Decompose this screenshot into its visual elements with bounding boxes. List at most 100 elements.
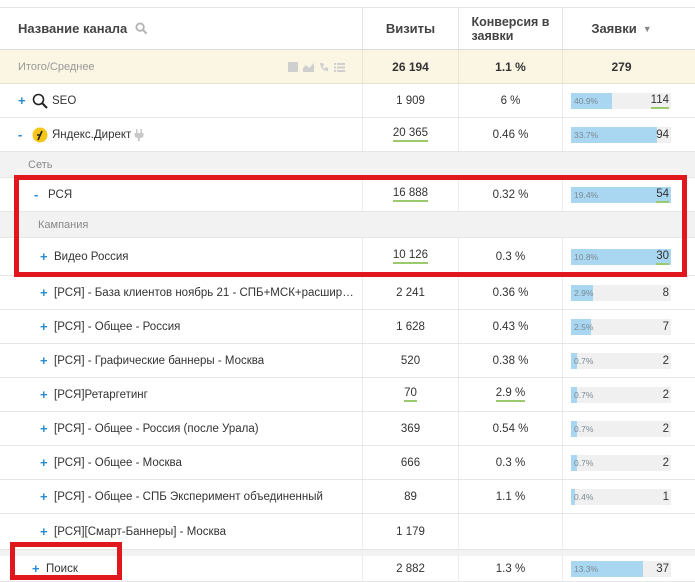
requests-share: 0.7% — [574, 389, 594, 400]
row-requests-cell: 19.4% 54 — [562, 178, 680, 211]
requests-share: 0.7% — [574, 423, 594, 434]
column-conversion[interactable]: Конверсия в заявки — [458, 8, 562, 49]
conversion-header-line1: Конверсия в — [471, 14, 550, 29]
collapse-button[interactable]: - — [34, 187, 39, 202]
row-label[interactable]: [РСЯ] - Общее - СПБ Эксперимент объедине… — [54, 490, 323, 503]
column-visits[interactable]: Визиты — [362, 8, 458, 49]
row-conversion-cell: 0.38 % — [458, 344, 562, 377]
phone-icon[interactable] — [319, 62, 329, 72]
table-row[interactable]: + [РСЯ] - Общее - СПБ Эксперимент объедин… — [0, 480, 695, 514]
row-label[interactable]: [РСЯ] - Общее - Россия — [54, 320, 181, 333]
row-visits-cell: 2 241 — [362, 276, 458, 309]
row-visits-cell: 666 — [362, 446, 458, 479]
row-name-cell: + Поиск — [0, 556, 362, 581]
row-visits-cell: 520 — [362, 344, 458, 377]
expand-button[interactable]: + — [32, 561, 40, 576]
requests-share: 40.9% — [574, 95, 599, 106]
expand-button[interactable]: + — [40, 353, 48, 368]
row-visits: 666 — [400, 456, 421, 469]
column-requests[interactable]: Заявки ▼ — [562, 8, 680, 49]
search-icon[interactable] — [135, 22, 148, 35]
row-requests-cell: 0.7% 2 — [562, 412, 680, 445]
table-row[interactable]: + [РСЯ] - Общее - Россия (после Урала) 369… — [0, 412, 695, 446]
row-visits-cell: 16 888 — [362, 178, 458, 211]
table-row[interactable]: + [РСЯ] - База клиентов ноябрь 21 - СПБ+М… — [0, 276, 695, 310]
grid-icon[interactable] — [288, 61, 298, 72]
row-requests[interactable]: 54 — [656, 187, 669, 203]
expand-button[interactable]: + — [40, 249, 48, 264]
section-label: Кампания — [38, 218, 89, 231]
row-label[interactable]: SEO — [52, 94, 77, 107]
row-requests-cell: 0.7% 2 — [562, 378, 680, 411]
expand-button[interactable]: + — [40, 489, 48, 504]
row-label[interactable]: [РСЯ]Ретаргетинг — [54, 388, 148, 401]
plug-icon[interactable] — [134, 128, 144, 141]
row-requests[interactable]: 114 — [650, 93, 669, 109]
row-label[interactable]: [РСЯ] - Общее - Москва — [54, 456, 182, 469]
requests-bar: 0.7% 2 — [571, 352, 671, 369]
row-label[interactable]: [РСЯ] - Графические баннеры - Москва — [54, 354, 265, 367]
table-row[interactable]: + [РСЯ] - Общее - Россия 1 628 0.43 % 2.5% 7 — [0, 310, 695, 344]
row-requests: 2 — [662, 422, 669, 435]
row-requests-cell: 10.8% 30 — [562, 238, 680, 275]
row-conversion-cell: 0.46 % — [458, 118, 562, 151]
row-label[interactable]: Яндекс.Директ — [52, 128, 132, 141]
row-requests: 8 — [662, 286, 669, 299]
sort-desc-icon[interactable]: ▼ — [642, 23, 652, 34]
conversion-header: Конверсия в заявки — [471, 15, 549, 43]
row-conversion-cell: 0.36 % — [458, 276, 562, 309]
row-requests[interactable]: 30 — [656, 249, 669, 265]
chart-icon[interactable] — [303, 62, 314, 72]
column-channel-name[interactable]: Название канала — [0, 8, 362, 49]
row-label[interactable]: Видео Россия — [54, 250, 129, 263]
row-conversion: 6 % — [500, 94, 521, 107]
row-visits[interactable]: 16 888 — [392, 187, 429, 202]
section-label-cell: Сеть — [0, 152, 362, 177]
row-name-cell: + [РСЯ]Ретаргетинг — [22, 378, 362, 411]
requests-share: 10.8% — [574, 251, 599, 262]
table-row[interactable]: + [РСЯ][Смарт-Баннеры] - Москва 1 179 — [0, 514, 695, 550]
row-visits[interactable]: 70 — [404, 387, 417, 402]
expand-button[interactable]: + — [40, 387, 48, 402]
row-name-cell: + [РСЯ] - Общее - СПБ Эксперимент объедин… — [22, 480, 362, 513]
table-row[interactable]: + Видео Россия 10 126 0.3 % 10.8% 30 — [0, 238, 695, 276]
row-visits[interactable]: 20 365 — [392, 127, 429, 142]
expand-button[interactable]: + — [40, 285, 48, 300]
table-row[interactable]: - Яндекс.Директ 20 365 0.46 % 33.7% 94 — [0, 118, 695, 152]
requests-bar-fill — [571, 420, 577, 437]
requests-bar: 0.7% 2 — [571, 386, 671, 403]
collapse-button[interactable]: - — [18, 127, 23, 142]
row-visits[interactable]: 10 126 — [392, 249, 429, 264]
row-visits: 1 909 — [396, 94, 425, 107]
expand-button[interactable]: + — [40, 455, 48, 470]
row-visits: 89 — [404, 490, 417, 503]
table-row[interactable]: + [РСЯ] - Общее - Москва 666 0.3 % 0.7% 2 — [0, 446, 695, 480]
row-name-cell: - Яндекс.Директ — [0, 118, 362, 151]
requests-share: 0.7% — [574, 457, 594, 468]
table-row[interactable]: + Поиск 2 882 1.3 % 13.3% 37 — [0, 550, 695, 582]
row-name-cell: + [РСЯ] - Общее - Россия — [22, 310, 362, 343]
requests-bar-fill — [571, 284, 593, 301]
table-row[interactable]: + SEO 1 909 6 % 40.9% 114 — [0, 84, 695, 118]
row-label[interactable]: [РСЯ] - Общее - Россия (после Урала) — [54, 422, 259, 435]
table-row[interactable]: + [РСЯ]Ретаргетинг 70 2.9 % 0.7% 2 — [0, 378, 695, 412]
row-label[interactable]: РСЯ — [48, 188, 73, 201]
row-name-cell: + [РСЯ] - Общее - Россия (после Урала) — [22, 412, 362, 445]
requests-share: 0.7% — [574, 355, 594, 366]
row-conversion: 0.36 % — [492, 286, 529, 299]
expand-button[interactable]: + — [40, 524, 48, 539]
totals-row: Итого/Среднее 26 194 1.1 % 279 — [0, 50, 695, 84]
expand-button[interactable]: + — [40, 319, 48, 334]
magnifier-icon — [32, 93, 48, 109]
table-row[interactable]: - РСЯ 16 888 0.32 % 19.4% 54 — [0, 178, 695, 212]
row-label[interactable]: Поиск — [46, 562, 78, 575]
table-row[interactable]: + [РСЯ] - Графические баннеры - Москва 520… — [0, 344, 695, 378]
row-label[interactable]: [РСЯ][Смарт-Баннеры] - Москва — [54, 525, 226, 538]
row-visits-cell: 1 179 — [362, 514, 458, 549]
list-icon[interactable] — [334, 62, 345, 72]
expand-button[interactable]: + — [18, 93, 26, 108]
row-conversion: 0.38 % — [492, 354, 529, 367]
expand-button[interactable]: + — [40, 421, 48, 436]
row-label[interactable]: [РСЯ] - База клиентов ноябрь 21 - СПБ+МС… — [54, 286, 354, 299]
row-visits-cell: 70 — [362, 378, 458, 411]
